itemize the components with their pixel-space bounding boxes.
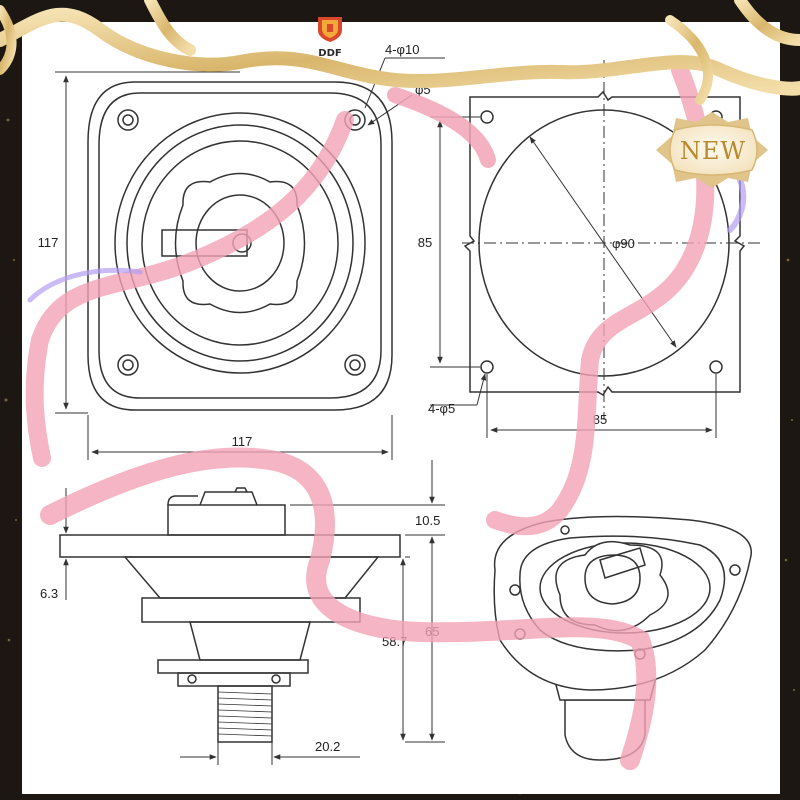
drawing-paper xyxy=(22,22,780,794)
gold-ribbon xyxy=(0,0,800,105)
brand-name: DDF xyxy=(318,48,341,59)
new-badge: NEW xyxy=(656,112,768,188)
cutout-view xyxy=(430,60,760,438)
front-width-label: 117 xyxy=(232,434,253,449)
cutout-height-label: 85 xyxy=(418,235,432,250)
new-badge-text: NEW xyxy=(680,137,746,165)
cutout-holes-label: 4-φ5 xyxy=(428,401,455,416)
front-holes-label: 4-φ10 xyxy=(385,42,419,57)
brand-logo: DDF xyxy=(318,17,342,59)
side-flange-label: 6.3 xyxy=(40,586,58,601)
cutout-width-label: 85 xyxy=(593,412,607,427)
cutout-diameter-label: φ90 xyxy=(612,236,635,251)
front-view xyxy=(55,57,445,460)
side-thread-label: 20.2 xyxy=(315,739,340,754)
isometric-view xyxy=(493,515,752,761)
front-height-label: 117 xyxy=(38,235,59,250)
side-top-label: 10.5 xyxy=(415,513,440,528)
side-view xyxy=(59,460,445,765)
